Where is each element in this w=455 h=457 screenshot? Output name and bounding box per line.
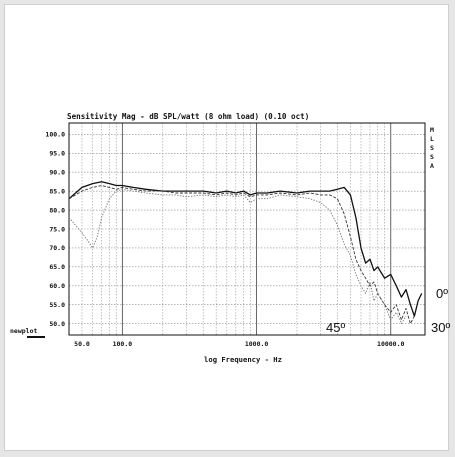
grid <box>68 123 425 335</box>
x-tick-label: 50.0 <box>74 340 90 348</box>
frequency-response-chart: 100.0 95.0 90.0 85.0 80.0 75.0 70.0 65.0 60.0 55.… <box>10 112 450 364</box>
y-tick-label: 65.0 <box>49 263 65 271</box>
y-tick-label: 80.0 <box>49 206 65 214</box>
annotation-30deg: 30º <box>431 320 450 335</box>
axes: 100.0 95.0 90.0 85.0 80.0 75.0 70.0 65.0 60.0 55.… <box>27 122 434 348</box>
y-tick-label: 55.0 <box>49 301 65 309</box>
series-line <box>68 188 407 325</box>
y-tick-label: 70.0 <box>49 244 65 252</box>
chart-frame: 100.0 95.0 90.0 85.0 80.0 75.0 70.0 65.0 60.0 55.… <box>4 4 450 451</box>
right-side-letter: A <box>430 162 434 170</box>
series-line <box>68 181 423 317</box>
right-side-letter: S <box>430 144 434 152</box>
corner-bar <box>27 336 45 338</box>
chart-title: Sensitivity Mag - dB SPL/watt (8 ohm loa… <box>67 112 309 121</box>
right-side-letter: M <box>430 126 434 134</box>
series-lines <box>68 181 423 325</box>
x-tick-label: 10000.0 <box>377 340 404 348</box>
x-axis-label: log Frequency - Hz <box>204 355 282 364</box>
y-tick-label: 85.0 <box>49 187 65 195</box>
y-tick-label: 90.0 <box>49 169 65 177</box>
corner-label: newplot <box>10 327 37 335</box>
y-tick-label: 100.0 <box>45 131 65 139</box>
right-side-letter: S <box>430 153 434 161</box>
annotation-0deg: 0º <box>436 286 448 301</box>
x-tick-label: 1000.0 <box>245 340 269 348</box>
x-tick-label: 100.0 <box>113 340 133 348</box>
y-tick-label: 50.0 <box>49 320 65 328</box>
plot-border <box>68 122 426 336</box>
y-tick-label: 95.0 <box>49 150 65 158</box>
annotation-45deg: 45º <box>326 320 345 335</box>
right-side-letter: L <box>430 135 434 143</box>
y-tick-label: 75.0 <box>49 225 65 233</box>
y-tick-label: 60.0 <box>49 282 65 290</box>
